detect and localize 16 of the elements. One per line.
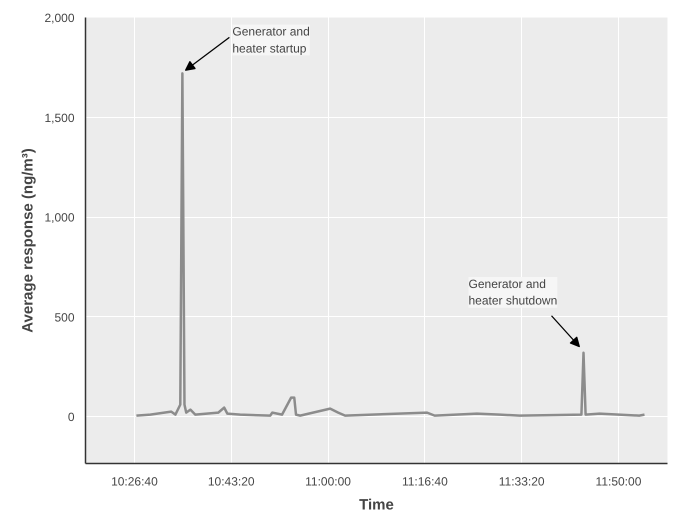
x-axis-title: Time [359,496,394,514]
x-tick-label: 10:43:20 [208,474,255,488]
y-axis-title: Average response (ng/m³) [19,148,36,333]
x-tick-label: 11:00:00 [305,474,352,488]
x-tick-label: 11:50:00 [596,474,642,488]
x-tick-label: 11:33:20 [498,474,545,488]
x-tick-label: 11:16:40 [402,474,448,488]
annotation: Generator and heater startup [232,24,310,56]
y-tick-label: 1,000 [44,210,75,225]
annotation: Generator and heater shutdown [468,276,558,308]
y-tick-label: 500 [54,310,75,324]
x-tick-label: 10:26:40 [111,474,158,488]
y-tick-label: 2,000 [44,11,75,25]
y-tick-label: 0 [68,410,75,424]
y-tick-label: 1,500 [44,110,75,125]
line-series [135,72,646,417]
